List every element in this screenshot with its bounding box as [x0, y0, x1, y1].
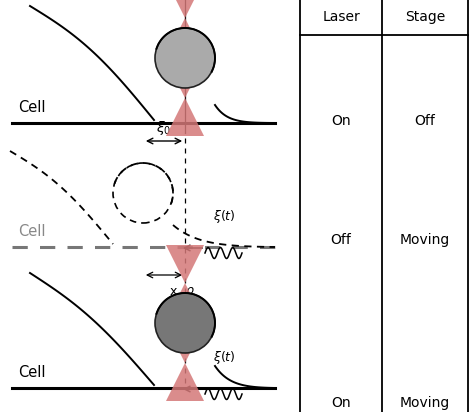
Polygon shape — [166, 0, 204, 18]
Text: $\xi(t)$: $\xi(t)$ — [213, 349, 236, 366]
Text: $\xi_0$: $\xi_0$ — [156, 119, 172, 137]
Text: $\xi(t)$: $\xi(t)$ — [213, 208, 236, 225]
Text: On: On — [331, 114, 351, 128]
Text: $\rho$: $\rho$ — [185, 285, 195, 299]
Polygon shape — [166, 283, 204, 321]
Circle shape — [155, 293, 215, 353]
Text: Moving: Moving — [400, 234, 450, 248]
Text: x: x — [169, 285, 177, 298]
Polygon shape — [166, 18, 204, 56]
Text: Off: Off — [414, 114, 436, 128]
Polygon shape — [166, 325, 204, 363]
Text: Off: Off — [330, 234, 352, 248]
Text: Moving: Moving — [400, 396, 450, 410]
Circle shape — [155, 28, 215, 88]
Text: Stage: Stage — [405, 10, 445, 24]
Polygon shape — [166, 363, 204, 401]
Text: Cell: Cell — [18, 365, 45, 380]
Polygon shape — [166, 245, 204, 283]
Polygon shape — [166, 60, 204, 98]
Text: Cell: Cell — [18, 100, 45, 115]
Text: Cell: Cell — [18, 224, 45, 239]
Text: On: On — [331, 396, 351, 410]
Polygon shape — [166, 98, 204, 136]
Text: Laser: Laser — [322, 10, 360, 24]
